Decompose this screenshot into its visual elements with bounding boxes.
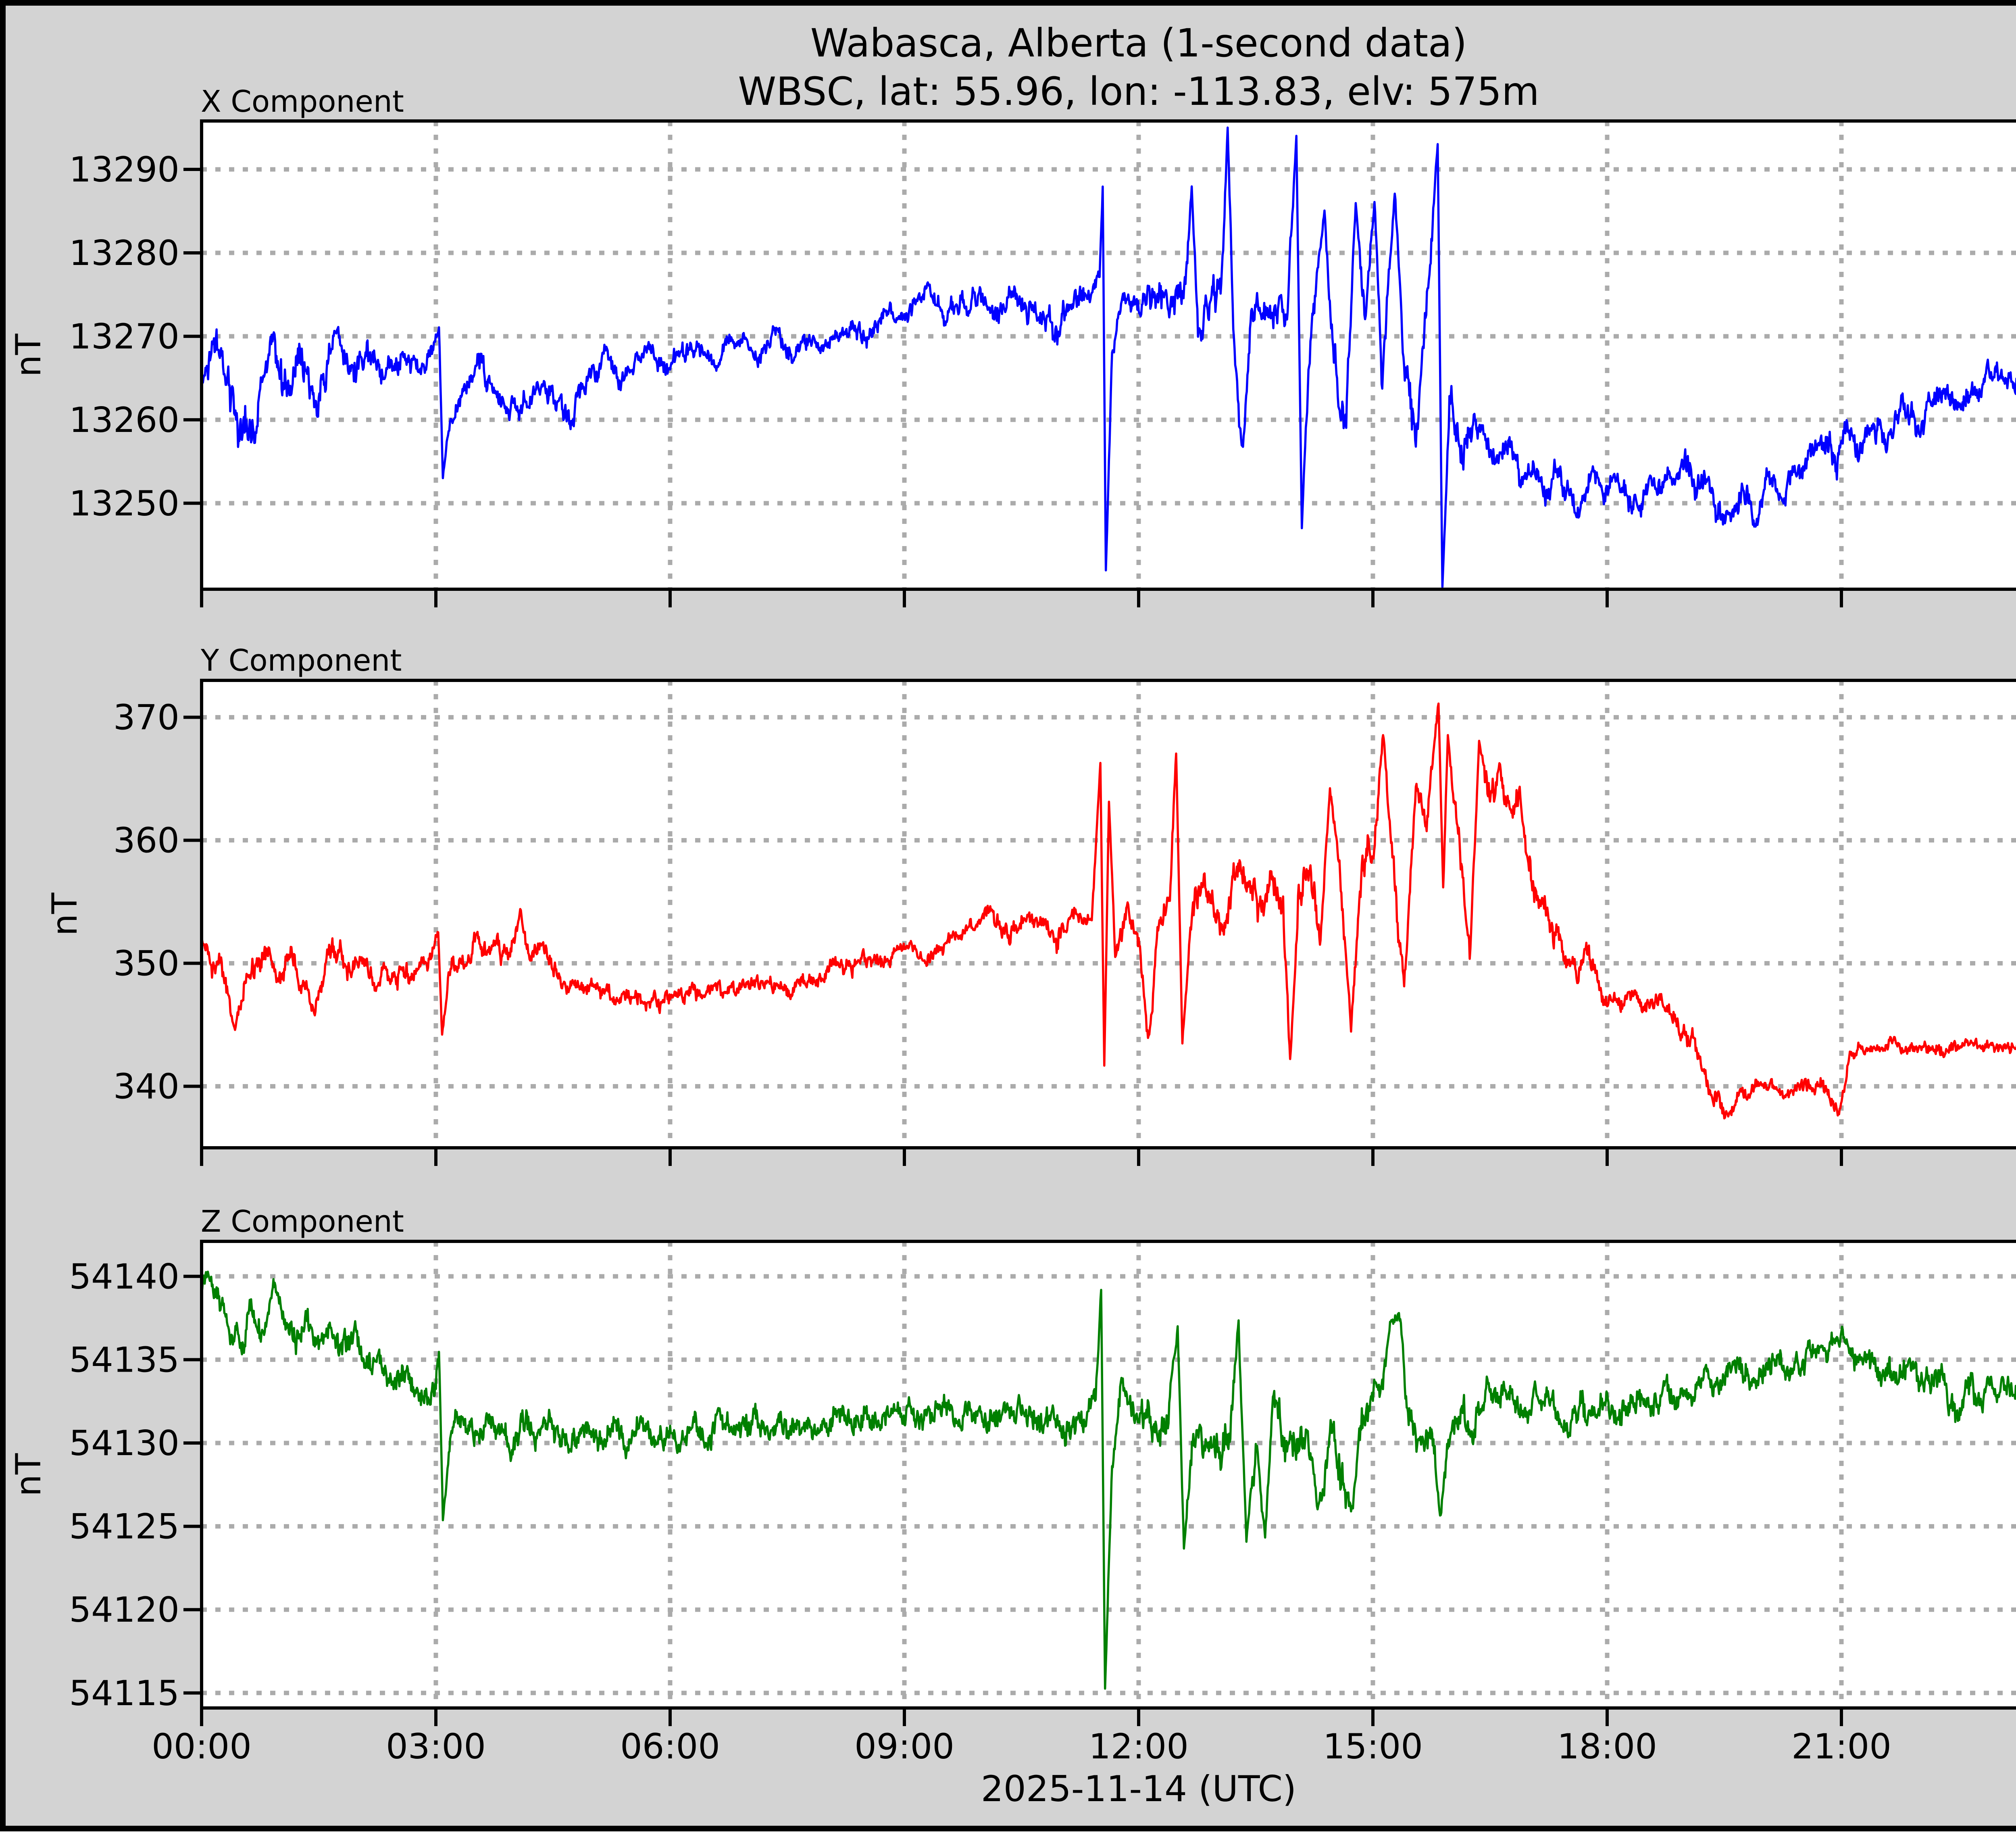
xtick-label: 09:00 bbox=[854, 1727, 954, 1767]
panel-x-label: X Component bbox=[201, 84, 404, 119]
panel-2-ticks bbox=[183, 1274, 1843, 1726]
ytick-label: 13260 bbox=[69, 400, 179, 440]
panel-1-ticks bbox=[183, 715, 1843, 1166]
xtick-label: 06:00 bbox=[620, 1727, 720, 1767]
ytick-label: 54125 bbox=[69, 1507, 179, 1547]
panel-y-ylabel: nT bbox=[45, 893, 85, 936]
panel-z-ylabel: nT bbox=[8, 1453, 49, 1497]
xtick-label: 21:00 bbox=[1791, 1727, 1891, 1767]
panel-x-ylabel: nT bbox=[8, 334, 49, 377]
ytick-label: 350 bbox=[113, 944, 179, 984]
panel-0-plot-area bbox=[202, 121, 2016, 589]
xaxis-label: 2025-11-14 (UTC) bbox=[981, 1768, 1297, 1810]
series-line-0 bbox=[202, 126, 2016, 588]
chart-title: Wabasca, Alberta (1-second data) bbox=[810, 21, 1467, 66]
panel-1-grid bbox=[202, 680, 2016, 1148]
ytick-label: 13280 bbox=[69, 233, 179, 273]
panel-2-grid bbox=[202, 1241, 2016, 1708]
panel-0-ticks bbox=[183, 168, 1843, 607]
ytick-label: 13290 bbox=[69, 150, 179, 190]
panel-1-plot-area bbox=[202, 680, 2016, 1148]
ytick-label: 54130 bbox=[69, 1423, 179, 1464]
ytick-label: 54120 bbox=[69, 1590, 179, 1630]
ytick-label: 360 bbox=[113, 821, 179, 861]
panel-0: 13250 13260 13270 13280 13290 bbox=[69, 119, 2016, 607]
ytick-label: 13270 bbox=[69, 317, 179, 357]
panel-1: 340 350 360 370 bbox=[113, 679, 2016, 1166]
panel-2-plot-area bbox=[202, 1241, 2016, 1708]
ytick-label: 370 bbox=[113, 698, 179, 738]
xtick-label: 03:00 bbox=[386, 1727, 486, 1767]
xtick-label: 00:00 bbox=[152, 1727, 252, 1767]
ytick-label: 340 bbox=[113, 1067, 179, 1107]
panel-2: 54115 54120 54125 54130 54135 54140 00:00 03:00… bbox=[69, 1240, 2016, 1767]
panel-y-label: Y Component bbox=[200, 643, 402, 678]
xtick-label: 18:00 bbox=[1557, 1727, 1657, 1767]
chart-panels: 13250 13260 13270 13280 13290 340 350 360 370 541… bbox=[69, 119, 2016, 1767]
series-line-2 bbox=[202, 1270, 2016, 1690]
chart-subtitle: WBSC, lat: 55.96, lon: -113.83, elv: 575… bbox=[738, 69, 1539, 114]
ytick-label: 54115 bbox=[69, 1673, 179, 1714]
ytick-label: 54135 bbox=[69, 1340, 179, 1380]
ytick-label: 13250 bbox=[69, 484, 179, 524]
series-line-1 bbox=[202, 702, 2016, 1120]
xtick-label: 15:00 bbox=[1323, 1727, 1423, 1767]
xtick-label: 12:00 bbox=[1089, 1727, 1189, 1767]
panel-0-grid bbox=[202, 121, 2016, 589]
panel-z-label: Z Component bbox=[201, 1204, 404, 1239]
ytick-label: 54140 bbox=[69, 1257, 179, 1297]
